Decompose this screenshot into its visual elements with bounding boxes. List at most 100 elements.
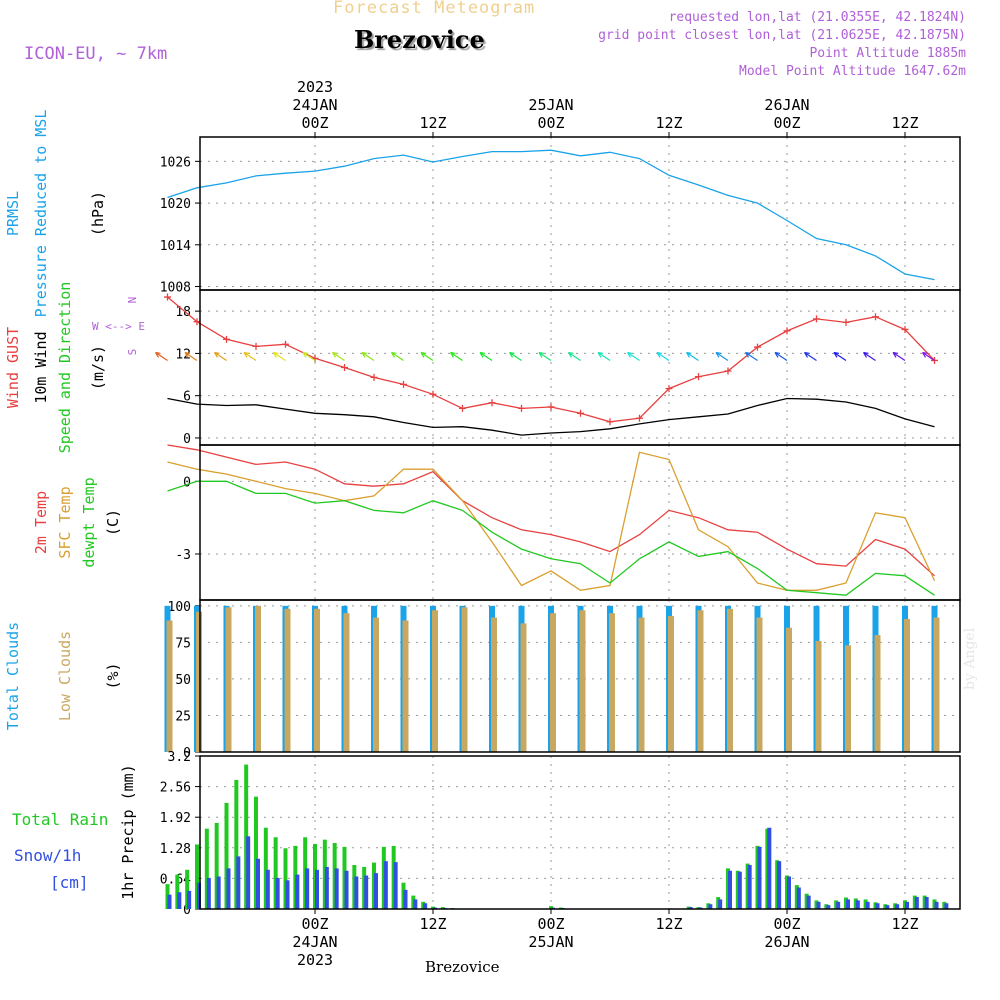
wind-arrow — [597, 351, 611, 361]
precip-bar-1 — [777, 861, 782, 909]
precip-bar-1 — [934, 901, 939, 909]
precip-bar-0 — [283, 848, 288, 909]
wind-arrow — [390, 351, 404, 361]
clouds-bar-1 — [225, 607, 232, 752]
clouds-bar-1 — [933, 617, 940, 752]
precip-bar-1 — [216, 876, 221, 909]
precip-bar-0 — [273, 837, 278, 909]
y-tick-label: 12 — [175, 347, 191, 362]
series-line-0 — [167, 149, 935, 281]
temperature-frame — [199, 444, 961, 601]
precip-bar-1 — [324, 866, 329, 909]
precip-bar-1 — [275, 877, 280, 909]
wind-arrow — [774, 351, 788, 361]
precip-bar-1 — [187, 890, 192, 909]
clouds-bar-1 — [845, 645, 851, 752]
precip-bar-0 — [185, 869, 190, 909]
precip-bar-1 — [718, 899, 723, 909]
gust-point — [842, 318, 850, 326]
precip-bar-1 — [787, 876, 791, 909]
precip-bar-1 — [374, 873, 378, 909]
wind-arrow — [154, 351, 168, 361]
top-time-label: 25JAN — [528, 96, 573, 114]
compass-north: N — [126, 297, 139, 304]
wind-arrow — [331, 351, 345, 361]
model-point-altitude: Model Point Altitude 1647.62m — [739, 64, 966, 79]
snow-unit-label: [cm] — [50, 873, 89, 892]
clouds-bar-1 — [255, 605, 261, 752]
precip-bar-1 — [865, 901, 870, 909]
precip-bar-1 — [846, 899, 850, 909]
pressure-axis-label: PRMSL — [4, 191, 22, 236]
precip-bar-1 — [334, 868, 339, 909]
precip-bar-1 — [423, 903, 428, 909]
temperature-axis-label: (C) — [104, 509, 122, 536]
gust-point — [164, 293, 171, 301]
y-tick-label: 1.28 — [160, 842, 191, 857]
precip-bar-1 — [206, 877, 211, 909]
compass-west-east: W <--> E — [92, 320, 145, 333]
y-tick-label: 25 — [175, 709, 191, 724]
precip-bar-1 — [364, 875, 369, 909]
precip-bar-0 — [175, 874, 180, 909]
precip-bar-1 — [747, 865, 752, 909]
precip-frame — [199, 755, 961, 910]
precip-bar-1 — [393, 862, 398, 909]
clouds-bar-1 — [874, 635, 881, 752]
bottom-time-label: 00Z — [773, 915, 800, 933]
y-tick-label: 0 — [183, 903, 191, 918]
bottom-time-label: 2023 — [297, 951, 333, 969]
precip-bar-1 — [885, 905, 890, 909]
top-time-label: 00Z — [773, 114, 800, 132]
y-tick-label: 1014 — [160, 239, 191, 254]
clouds-bar-1 — [550, 613, 556, 752]
precip-bar-1 — [875, 903, 880, 909]
clouds-bar-1 — [904, 619, 910, 752]
gust-point — [724, 367, 732, 375]
wind-arrow — [803, 351, 817, 361]
bottom-time-label: 00Z — [537, 915, 564, 933]
gust-point — [429, 390, 437, 398]
top-time-label: 00Z — [537, 114, 564, 132]
precip-bar-1 — [944, 903, 949, 909]
gust-point — [547, 403, 555, 411]
precip-bar-1 — [914, 897, 919, 909]
precip-bar-1 — [688, 907, 693, 909]
clouds-bar-1 — [609, 613, 615, 752]
gust-point — [754, 343, 761, 351]
bottom-time-label: 25JAN — [528, 933, 573, 951]
top-time-label: 24JAN — [292, 96, 337, 114]
series-line-0 — [167, 444, 935, 577]
clouds-bar-1 — [432, 610, 438, 752]
precip-bar-1 — [197, 882, 201, 909]
precip-bar-0 — [263, 827, 268, 909]
wind-arrow — [744, 351, 758, 361]
top-time-label: 12Z — [891, 114, 918, 132]
temperature-axis-label: SFC Temp — [56, 486, 74, 558]
precip-bar-1 — [737, 871, 742, 909]
clouds-axis-label: Low Clouds — [56, 631, 74, 721]
gust-point — [282, 340, 289, 348]
wind-arrow — [449, 351, 463, 361]
wind-arrow — [567, 351, 581, 361]
precip-bar-0 — [214, 822, 219, 909]
y-tick-label: 0 — [183, 432, 191, 447]
clouds-bar-1 — [402, 620, 409, 752]
precip-bar-1 — [728, 870, 732, 909]
top-time-label: 00Z — [301, 114, 328, 132]
precip-bar-1 — [796, 887, 801, 909]
wind-axis-label: 10m Wind — [32, 331, 50, 403]
pressure-panel: 1008 1014 1020 1026 PRMSL Pressure Reduced to… — [4, 110, 961, 317]
top-time-label: 12Z — [419, 114, 446, 132]
bottom-time-label: 12Z — [655, 915, 682, 933]
wind-panel: 0 6 12 18 Wind GUST 10m Wind Speed and Directi… — [4, 282, 961, 453]
model-name: ICON-EU, ~ 7km — [24, 44, 168, 64]
wind-axis-label: (m/s) — [89, 345, 107, 390]
precip-bar-1 — [816, 901, 821, 909]
wind-arrow — [626, 351, 640, 361]
gust-point — [400, 380, 407, 388]
y-tick-label: 1.92 — [160, 811, 191, 826]
gust-point — [459, 404, 466, 412]
wind-arrow — [361, 351, 375, 361]
